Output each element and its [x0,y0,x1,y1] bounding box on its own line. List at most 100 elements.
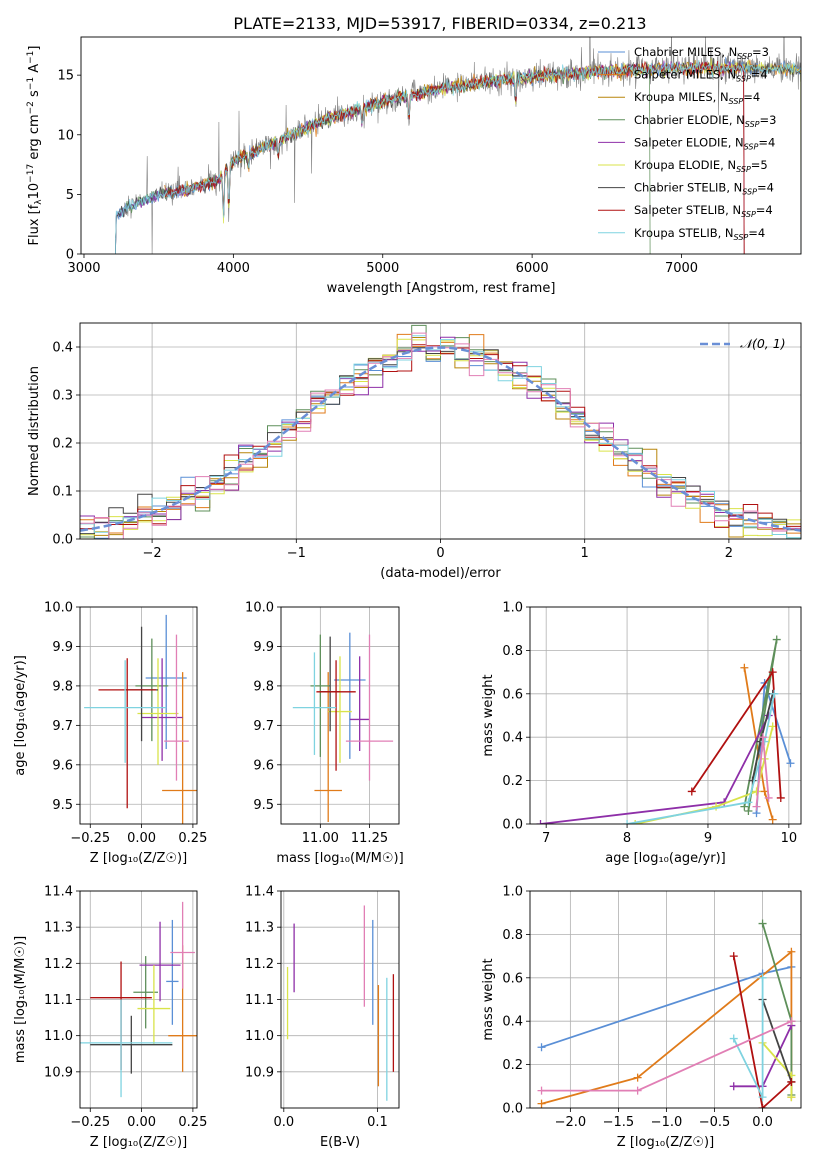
weight-marker [758,1093,767,1102]
weight-marker [758,973,767,982]
x-tick-label: 0 [436,546,444,561]
x-axis-label: mass [log₁₀(M/M☉)] [276,851,403,866]
x-tick-label: 11.00 [302,831,339,846]
mass_vs_Z-frame [79,890,198,1109]
y-axis-label: age [log₁₀(age/yr)] [13,655,28,776]
y-tick-label: 9.9 [253,640,274,655]
y-tick-label: 11.1 [245,993,274,1008]
x-tick-label: −1.5 [603,1115,635,1130]
weight-marker [752,787,761,796]
x-tick-label: 11.25 [351,831,388,846]
legend-label-main: Chabrier MILES, N [634,45,737,59]
y-tick-label: 9.6 [253,758,274,773]
legend-label-tail: =4 [751,68,768,82]
y-tick-label: 0.8 [502,928,523,943]
legend-label-main: Salpeter STELIB, N [634,203,741,217]
legend-label-tail: =4 [758,135,775,149]
y-tick-label: 0.4 [502,1015,523,1030]
y-tick-label: 9.8 [253,679,274,694]
x-tick-label: −0.25 [70,1115,110,1130]
legend-label: Salpeter ELODIE, NSSP=4 [634,135,775,151]
weight-series-line [626,693,776,824]
weight-marker [787,947,796,956]
y-tick-label: 11.4 [245,885,274,900]
y-tick-label: 9.6 [52,758,73,773]
x-tick-label: 0.1 [367,1115,388,1130]
legend-label-tail: =3 [752,45,769,59]
weight_vs_Z-frame [529,890,802,1109]
y-tick-label: 0.8 [502,644,523,659]
x-tick-label: 7000 [665,261,698,276]
x-axis-label: wavelength [Angstrom, rest frame] [327,281,556,296]
legend-label: Salpeter STELIB, NSSP=4 [634,203,773,219]
y-tick-label: 0.4 [502,731,523,746]
x-axis-label: age [log₁₀(age/yr)] [605,851,726,866]
legend-label-sub: SSP [741,210,756,219]
weight-marker [768,815,777,824]
figure-title: PLATE=2133, MJD=53917, FIBERID=0334, z=0… [233,14,646,33]
spectrum-frame [80,36,802,255]
legend-label: Chabrier STELIB, NSSP=4 [634,181,774,197]
y-tick-label: 5 [66,188,74,203]
legend-label-tail: =4 [757,181,774,195]
age_vs_Z-frame [79,606,198,825]
weight-marker [764,793,773,802]
y-tick-label: 0.2 [502,1058,523,1073]
weight-marker [744,798,753,807]
y-axis-label-part: −1 [26,77,36,90]
legend-label-tail: =5 [751,158,768,172]
legend-label-sub: SSP [729,97,744,106]
x-tick-label: −1 [287,546,306,561]
legend-label-main: Kroupa MILES, N [634,90,729,104]
y-tick-label: 11.2 [245,957,274,972]
legend-label: Kroupa ELODIE, NSSP=5 [634,158,768,174]
weight-marker [633,1086,642,1095]
weight-marker [633,1073,642,1082]
weight_vs_age-frame [529,606,802,825]
x-tick-label: 1 [581,546,589,561]
weight-marker [752,802,761,811]
legend-label: Kroupa STELIB, NSSP=4 [634,226,765,242]
x-tick-label: −0.5 [699,1115,731,1130]
y-axis-label-part: Flux [f [27,204,42,245]
x-tick-label: 0.25 [178,1115,207,1130]
weight-marker [687,787,696,796]
mass_vs_ebv-axes: 0.0 0.1 10.9 11.0 11.1 11.2 11.3 11.4 E(B-V) [245,885,399,1150]
y-axis-label-part: s [27,90,42,101]
y-tick-label: 0.2 [52,437,73,452]
weight-marker [729,1034,738,1043]
y-tick-label: 9.8 [52,679,73,694]
legend-label-sub: SSP [736,75,751,84]
mass_vs_Z-axes: −0.25 0.00 0.25 10.9 11.0 11.1 11.2 11.3 11.4 Z [… [44,885,207,1151]
weight-marker [740,663,749,672]
y-tick-label: 1.0 [502,601,523,616]
spectrum-model-line [115,60,801,254]
y-tick-label: 9.5 [253,798,274,813]
y-axis-label-part: A [27,64,42,77]
y-tick-label: 0.6 [502,971,523,986]
weight-series-line [743,639,778,812]
y-tick-label: 0.0 [502,818,523,833]
y-tick-label: 10.0 [44,601,73,616]
weight-marker [537,1099,546,1108]
x-tick-label: −1.0 [651,1115,683,1130]
y-tick-label: 11.1 [44,993,73,1008]
y-axis-label: Flux [fλ10−17 erg cm−2 s−1 A−1] [26,46,44,246]
y-tick-label: 11.3 [44,921,73,936]
x-tick-label: 4000 [217,261,250,276]
weight-marker [712,802,721,811]
age_vs_mass-frame [280,606,400,825]
y-tick-label: 9.7 [52,719,73,734]
weight-marker [772,635,781,644]
x-tick-label: 0.0 [752,1115,773,1130]
weight-series-line [540,715,770,824]
legend-label: Chabrier MILES, NSSP=3 [634,45,769,61]
weight-marker [787,1093,796,1102]
weight-marker [787,1017,796,1026]
y-tick-label: 10.9 [44,1065,73,1080]
legend-label-sub: SSP [745,120,760,129]
legend-label-sub: SSP [736,165,751,174]
x-axis-label: Z [log₁₀(Z/Z☉)] [617,1135,714,1150]
x-axis-label: Z [log₁₀(Z/Z☉)] [90,851,187,866]
